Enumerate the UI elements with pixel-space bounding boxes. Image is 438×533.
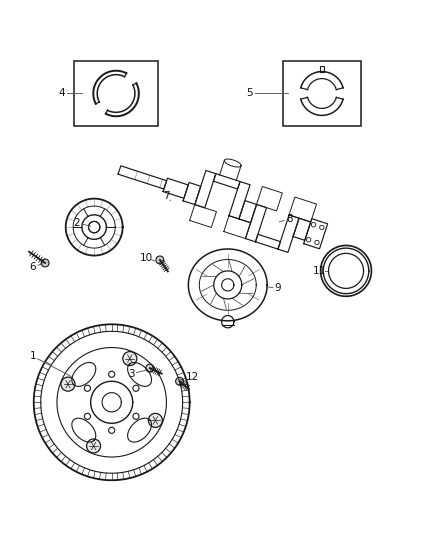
Circle shape: [123, 352, 137, 366]
Bar: [320, 66, 324, 71]
Text: 12: 12: [186, 372, 199, 382]
Circle shape: [61, 377, 75, 391]
Text: 11: 11: [313, 266, 326, 276]
Circle shape: [146, 364, 154, 372]
Text: 9: 9: [275, 284, 282, 293]
Text: 10: 10: [140, 253, 153, 263]
Bar: [74, 61, 158, 126]
Text: 4: 4: [58, 88, 65, 99]
Text: 6: 6: [29, 262, 36, 271]
Bar: [283, 61, 361, 126]
Text: 7: 7: [163, 191, 170, 201]
Circle shape: [176, 377, 184, 385]
Circle shape: [87, 439, 101, 453]
Text: 1: 1: [29, 351, 36, 361]
Circle shape: [148, 414, 162, 427]
Text: 2: 2: [73, 217, 80, 228]
Text: 3: 3: [128, 369, 135, 379]
Circle shape: [41, 259, 49, 267]
Circle shape: [156, 256, 164, 264]
Text: 8: 8: [286, 214, 293, 224]
Text: 5: 5: [246, 88, 253, 99]
